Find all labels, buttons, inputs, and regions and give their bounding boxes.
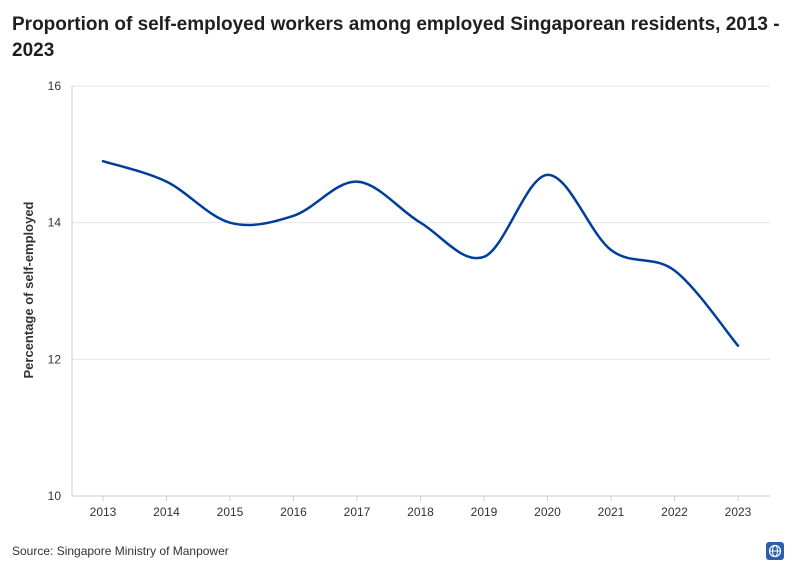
series-line [101, 159, 740, 347]
x-tick-label: 2019 [471, 505, 498, 519]
y-tick-label: 12 [48, 352, 62, 366]
y-axis-label: Percentage of self-employed [21, 201, 36, 378]
x-tick-label: 2014 [153, 505, 180, 519]
globe-icon [768, 544, 782, 558]
x-tick-label: 2023 [725, 505, 752, 519]
axis-layer: 10 12 14 16 2013 2014 2015 2016 2017 2018 2019 2020… [48, 79, 770, 519]
y-tick-label: 14 [48, 216, 62, 230]
y-tick-label: 10 [48, 489, 62, 503]
line-chart: 10 12 14 16 2013 2014 2015 2016 2017 2018 2019 2020… [21, 79, 770, 519]
series-layer [101, 159, 740, 347]
x-tick-label: 2013 [90, 505, 117, 519]
x-tick-label: 2018 [407, 505, 434, 519]
chart-title: Proportion of self-employed workers amon… [12, 14, 780, 61]
x-tick-label: 2020 [534, 505, 561, 519]
x-tick-label: 2021 [598, 505, 625, 519]
x-tick-label: 2017 [344, 505, 371, 519]
source-note: Source: Singapore Ministry of Manpower [12, 544, 229, 558]
x-tick-label: 2016 [280, 505, 307, 519]
x-tick-label: 2022 [661, 505, 688, 519]
y-tick-label: 16 [48, 79, 62, 93]
publisher-logo-icon [766, 542, 784, 560]
x-tick-label: 2015 [217, 505, 244, 519]
